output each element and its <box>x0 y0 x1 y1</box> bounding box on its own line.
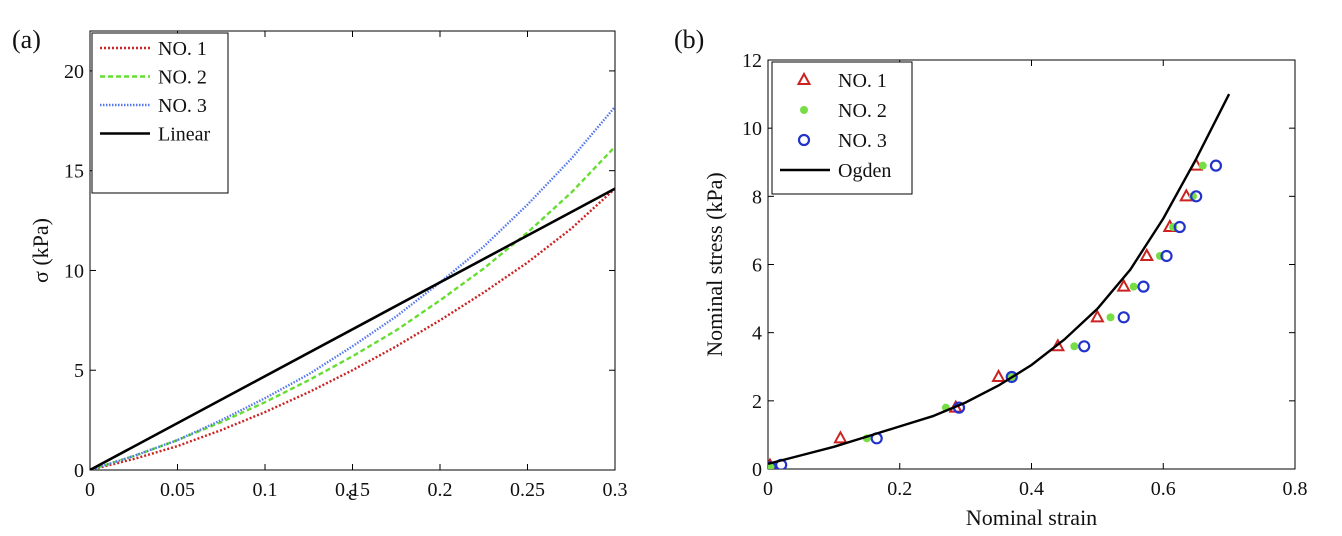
data-point-circle <box>1117 311 1130 324</box>
data-layer <box>768 93 1231 469</box>
data-point-dot <box>1198 161 1207 170</box>
data-point-triangle <box>833 430 848 444</box>
y-tick-label: 15 <box>64 161 84 183</box>
x-tick-label: 0.2 <box>428 479 453 501</box>
legend-swatch-circle <box>797 133 811 147</box>
y-tick-label: 0 <box>74 460 84 482</box>
x-tick-label: 0.15 <box>335 479 370 501</box>
y-tick-label: 12 <box>742 50 762 72</box>
x-tick-label: 0.1 <box>253 479 278 501</box>
y-tick-label: 8 <box>752 186 762 208</box>
data-layer <box>90 106 615 470</box>
x-tick-label: 0 <box>85 479 95 501</box>
x-tick-label: 0.4 <box>1019 478 1044 500</box>
series-line-4 <box>768 93 1231 466</box>
data-point-circle <box>1078 340 1091 353</box>
panel-label: (b) <box>674 25 704 54</box>
legend: NO. 1 NO. 2 NO. 3 Linear <box>91 32 229 194</box>
x-axis-label: ε <box>348 480 357 505</box>
y-tick-label: 4 <box>752 323 762 345</box>
data-point-circle <box>1190 190 1203 203</box>
data-point-dot <box>1106 313 1115 322</box>
series-line-1 <box>90 187 615 470</box>
legend-swatch-dot <box>800 106 808 114</box>
x-tick-label: 0.2 <box>887 478 912 500</box>
legend-label-4: Linear <box>158 124 211 146</box>
legend-label-3: NO. 3 <box>838 130 887 152</box>
y-tick-label: 2 <box>752 391 762 413</box>
legend-label-4: Ogden <box>838 160 891 182</box>
y-tick-label: 10 <box>64 260 84 282</box>
y-tick-label: 0 <box>752 459 762 481</box>
y-tick-label: 6 <box>752 255 762 277</box>
x-tick-label: 0.3 <box>603 479 628 501</box>
x-tick-label: 0.05 <box>160 479 195 501</box>
x-tick-label: 0.8 <box>1283 478 1308 500</box>
data-point-circle <box>1209 159 1223 172</box>
x-tick-label: 0.6 <box>1151 478 1176 500</box>
legend-label-2: NO. 2 <box>838 100 887 122</box>
y-tick-label: 10 <box>742 118 762 140</box>
data-point-circle <box>1173 220 1186 234</box>
legend-label-2: NO. 2 <box>158 67 207 89</box>
legend-label-1: NO. 1 <box>158 38 207 60</box>
series-line-3 <box>90 106 615 470</box>
x-tick-label: 0 <box>763 478 773 500</box>
series-line-2 <box>90 145 615 470</box>
y-axis-label: Nominal stress (kPa) <box>702 172 727 357</box>
x-axis-label: Nominal strain <box>966 505 1097 530</box>
legend-label-3: NO. 3 <box>158 95 207 117</box>
y-axis-label: σ (kPa) <box>28 218 53 283</box>
y-tick-label: 20 <box>64 61 84 83</box>
series-line-4 <box>90 187 615 470</box>
data-point-circle <box>1005 370 1018 384</box>
legend-label-1: NO. 1 <box>838 70 887 92</box>
legend-box <box>91 32 229 194</box>
y-tick-label: 5 <box>74 360 84 382</box>
panel-label: (a) <box>12 25 41 54</box>
data-point-triangle <box>1139 247 1154 261</box>
legend: NO. 1 NO. 2 NO. 3 Ogden <box>771 61 913 195</box>
chart-panel-1: (a) 0 0.05 0.1 0.15 0.2 0.25 0.3 0 5 10 15 20 ε σ (kPa… <box>12 25 628 505</box>
data-point-circle <box>1160 249 1173 263</box>
data-point-dot <box>1070 342 1079 351</box>
data-point-triangle <box>1116 278 1131 292</box>
chart-panel-2: (b) 0 0.2 0.4 0.6 0.8 0 2 4 6 8 10 12 Nominal strain N… <box>674 25 1308 530</box>
data-point-triangle <box>991 368 1006 382</box>
data-point-dot <box>1129 282 1138 291</box>
x-tick-label: 0.25 <box>510 479 545 501</box>
data-point-triangle <box>1090 309 1105 323</box>
legend-swatch-triangle <box>796 71 812 85</box>
data-point-circle <box>1137 280 1150 293</box>
legend-box <box>771 61 913 195</box>
